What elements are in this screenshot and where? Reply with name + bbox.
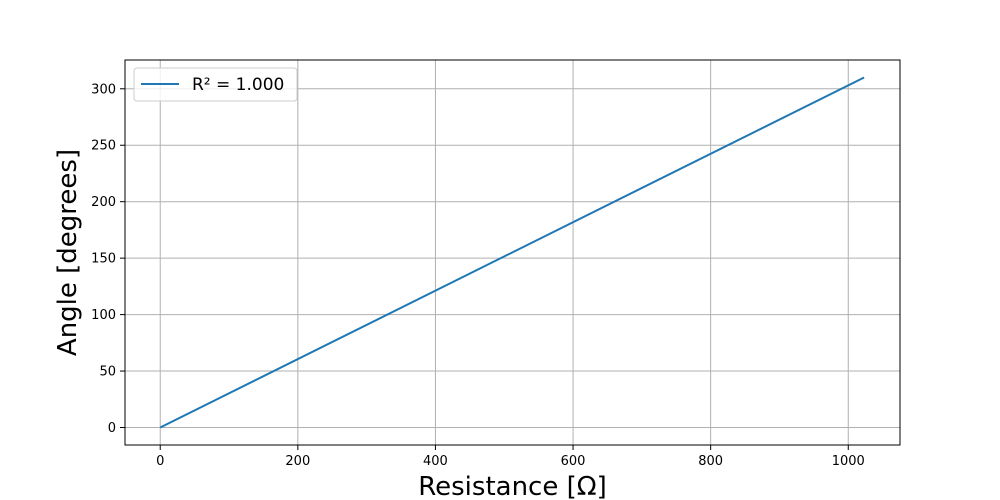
plot-area-frame <box>124 59 901 446</box>
y-tick-label: 200 <box>91 195 116 210</box>
x-axis-title: Resistance [Ω] <box>418 472 607 500</box>
x-tick-label: 800 <box>698 454 723 469</box>
x-tick-label: 200 <box>285 454 310 469</box>
y-axis-title: Angle [degrees] <box>53 149 83 356</box>
legend: R² = 1.000 <box>133 67 298 102</box>
y-tick-label: 50 <box>99 365 116 380</box>
x-tick-label: 600 <box>561 454 586 469</box>
y-tick-label: 0 <box>108 421 116 436</box>
x-tick-label: 0 <box>156 454 164 469</box>
x-axis: 0 200 400 600 800 1000 <box>156 445 865 469</box>
y-tick-label: 300 <box>91 82 116 97</box>
y-tick-label: 250 <box>91 139 116 154</box>
x-tick-label: 1000 <box>832 454 865 469</box>
y-tick-label: 100 <box>91 308 116 323</box>
legend-label: R² = 1.000 <box>192 75 284 95</box>
series-layer <box>159 76 865 429</box>
y-tick-label: 150 <box>91 252 116 267</box>
x-tick-label: 400 <box>423 454 448 469</box>
legend-box <box>133 67 298 102</box>
series-line <box>159 76 865 429</box>
grid <box>125 60 900 445</box>
y-axis: 0 50 100 150 200 250 300 <box>91 82 125 436</box>
